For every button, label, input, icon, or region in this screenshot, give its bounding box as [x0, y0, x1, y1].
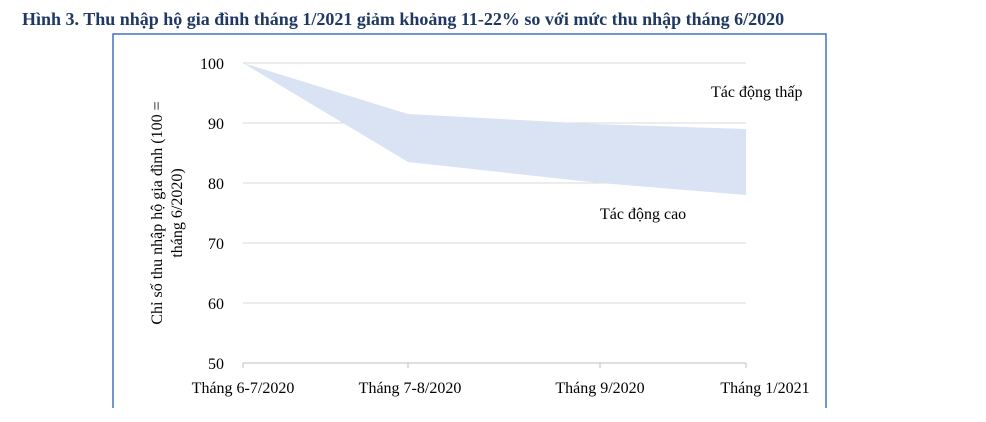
y-axis-title-line-0: Chỉ số thu nhập hộ gia đình (100 = [149, 101, 166, 324]
y-axis-title-line-1: tháng 6/2020) [169, 168, 186, 257]
x-tick-label-3: Tháng 1/2021 [720, 380, 809, 397]
figure-title: Hình 3. Thu nhập hộ gia đình tháng 1/202… [22, 9, 785, 29]
x-tick-label-0: Tháng 6-7/2020 [192, 380, 295, 397]
y-axis-title: Chỉ số thu nhập hộ gia đình (100 = tháng … [149, 101, 186, 324]
x-tick-label-2: Tháng 9/2020 [555, 380, 644, 397]
y-tick-label-90: 90 [208, 116, 224, 133]
y-tick-label-60: 60 [208, 296, 224, 313]
y-tick-label-70: 70 [208, 236, 224, 253]
chart-frame [112, 33, 827, 408]
x-tick-label-1: Tháng 7-8/2020 [359, 380, 462, 397]
y-tick-label-80: 80 [208, 176, 224, 193]
y-tick-label-100: 100 [200, 56, 224, 73]
impact-range-band [243, 63, 746, 195]
series-label-low-impact: Tác động thấp [711, 84, 803, 101]
series-label-high-impact: Tác động cao [600, 206, 686, 223]
y-tick-label-50: 50 [208, 356, 224, 373]
